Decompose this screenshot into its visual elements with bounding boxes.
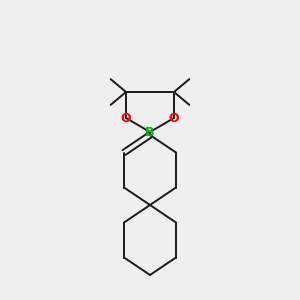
Text: O: O	[169, 112, 179, 124]
Text: B: B	[145, 125, 155, 139]
Text: O: O	[121, 112, 131, 124]
